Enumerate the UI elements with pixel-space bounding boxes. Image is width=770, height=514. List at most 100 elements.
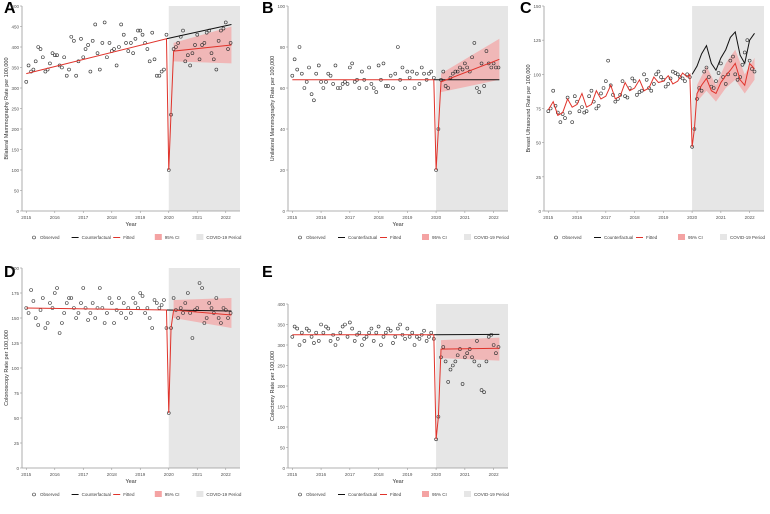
observed-point (747, 58, 752, 63)
legend-observed-icon (32, 492, 36, 497)
observed-point (666, 82, 671, 86)
observed-point (114, 63, 119, 68)
observed-point (364, 86, 369, 90)
y-tick-label: 200 (277, 384, 285, 389)
observed-point (558, 120, 563, 124)
y-tick-label: 0 (282, 209, 285, 214)
observed-point (745, 38, 750, 42)
observed-point (109, 301, 114, 305)
observed-point (427, 335, 431, 339)
observed-point (486, 335, 491, 339)
y-axis-label: Bilateral Mammography Rate per 100,000 (4, 57, 10, 159)
observed-point (107, 41, 112, 45)
observed-point (642, 72, 646, 77)
observed-point (324, 324, 328, 329)
observed-point (183, 301, 188, 305)
legend-label-counterfactual: Counterfactual (82, 492, 111, 497)
x-tick-label: 2017 (78, 472, 89, 477)
x-tick-label: 2016 (316, 472, 327, 477)
y-tick-label: 150 (11, 148, 19, 153)
observed-point (577, 109, 582, 114)
observed-point (140, 294, 145, 298)
fitted-line (26, 38, 232, 171)
observed-point (145, 47, 150, 51)
observed-point (79, 301, 83, 305)
observed-point (403, 86, 407, 90)
observed-point (76, 311, 81, 315)
observed-point (67, 296, 71, 300)
legend-label-covid: COVID-19 Period (730, 235, 766, 240)
observed-point (216, 39, 221, 43)
observed-point (41, 55, 45, 60)
observed-point (343, 80, 347, 84)
observed-point (214, 67, 219, 72)
observed-point (171, 47, 176, 51)
observed-point (117, 296, 121, 300)
legend-label-observed: Observed (306, 235, 326, 240)
observed-point (226, 47, 230, 51)
observed-point (675, 72, 680, 77)
observed-point (702, 69, 706, 74)
legend-label-fitted: Fitted (390, 235, 402, 240)
observed-point (723, 82, 728, 86)
observed-point (309, 335, 314, 339)
x-tick-label: 2019 (402, 472, 413, 477)
observed-point (219, 28, 223, 33)
observed-point (226, 316, 230, 320)
observed-point (388, 73, 393, 78)
observed-point (371, 339, 376, 343)
observed-point (443, 359, 448, 364)
observed-point (72, 39, 76, 43)
y-tick-label: 200 (11, 266, 19, 271)
observed-point (704, 65, 709, 70)
observed-point (55, 286, 59, 290)
observed-point (38, 308, 43, 312)
observed-point (388, 328, 393, 333)
observed-point (62, 311, 66, 315)
observed-point (460, 382, 465, 386)
observed-point (369, 82, 374, 86)
x-tick-label: 2020 (164, 472, 175, 477)
observed-point (374, 330, 379, 335)
observed-point (159, 303, 164, 307)
y-tick-label: 60 (280, 86, 286, 91)
observed-point (162, 67, 166, 72)
legend-covid-icon (464, 234, 471, 240)
observed-point (494, 351, 498, 355)
observed-point (412, 86, 417, 90)
observed-point (453, 69, 458, 74)
observed-point (357, 86, 362, 90)
observed-point (613, 99, 618, 104)
y-tick-label: 100 (533, 72, 541, 77)
x-tick-label: 2015 (21, 215, 32, 220)
y-tick-label: 300 (277, 343, 285, 348)
observed-point (422, 71, 426, 76)
observed-point (475, 86, 479, 90)
x-tick-label: 2015 (287, 215, 298, 220)
observed-point (86, 43, 90, 47)
counterfactual-line (691, 30, 755, 75)
panel-letter-a: A (4, 0, 16, 17)
legend-ci-icon (678, 234, 685, 240)
observed-point (33, 59, 38, 64)
observed-point (383, 84, 388, 88)
observed-point (147, 316, 152, 320)
x-tick-label: 2016 (50, 472, 61, 477)
x-tick-label: 2022 (221, 215, 232, 220)
observed-point (174, 45, 178, 49)
x-axis-label: Year (125, 479, 136, 485)
observed-point (367, 65, 371, 70)
legend-label-ci: 95% CI (432, 235, 447, 240)
y-tick-label: 25 (536, 175, 542, 180)
observed-point (357, 330, 362, 335)
observed-point (140, 32, 145, 37)
observed-point (714, 79, 718, 83)
y-tick-label: 0 (538, 209, 541, 214)
legend-label-counterfactual: Counterfactual (604, 235, 633, 240)
observed-point (55, 53, 59, 58)
observed-point (352, 339, 357, 343)
observed-point (297, 343, 302, 347)
observed-point (475, 339, 479, 343)
observed-point (412, 343, 417, 347)
observed-point (62, 55, 66, 60)
